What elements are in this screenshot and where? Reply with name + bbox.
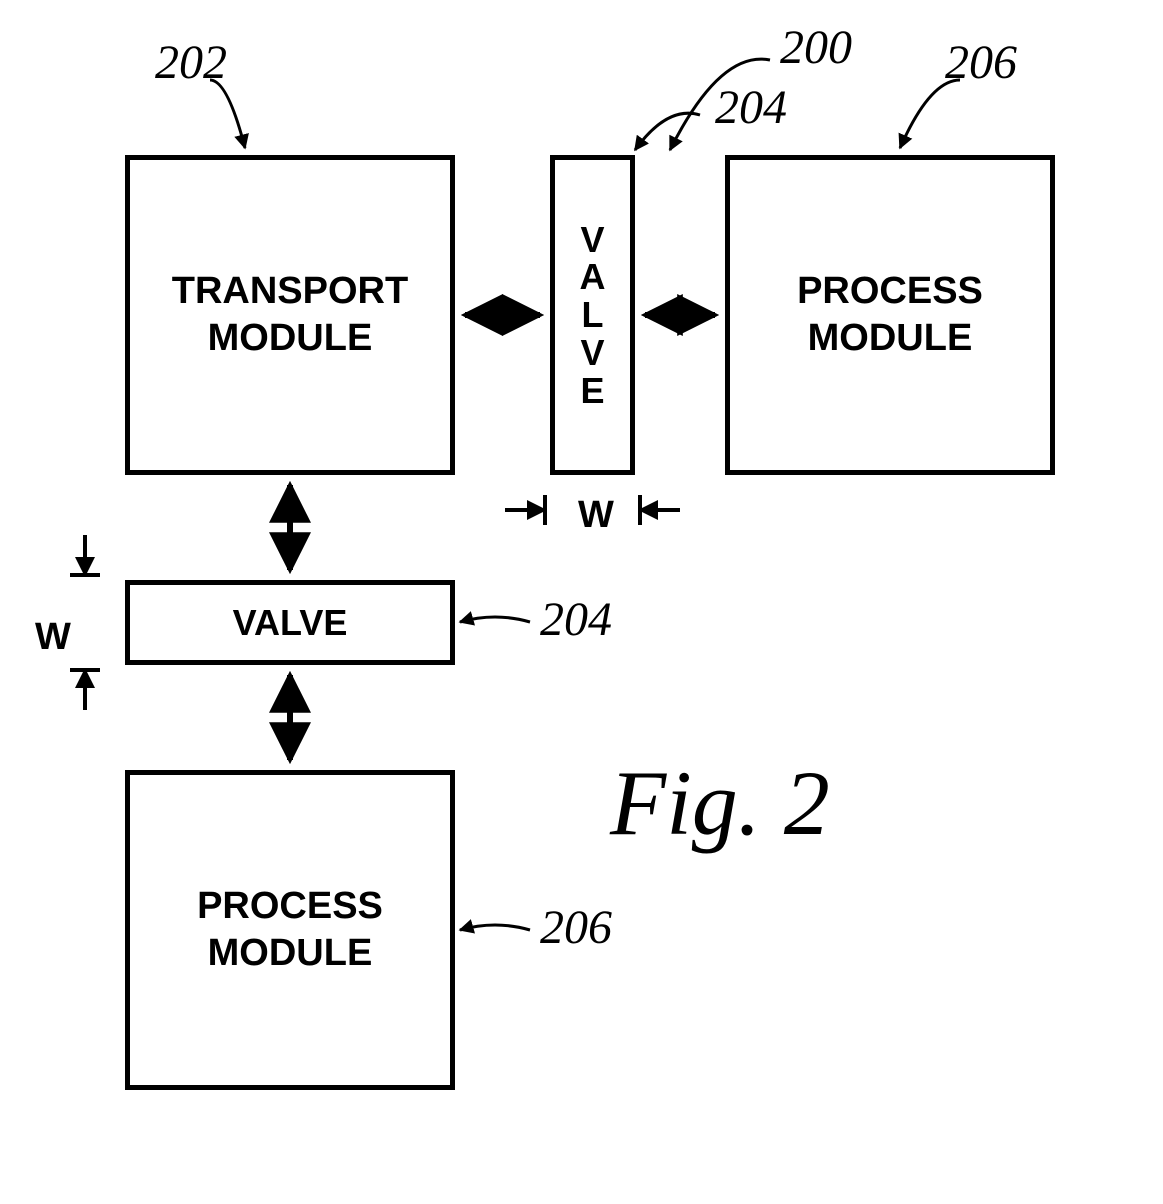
arrow-overlay <box>0 0 1163 1204</box>
figure-2-diagram: TRANSPORTMODULE VALVE PROCESSMODULE VALV… <box>0 0 1163 1204</box>
